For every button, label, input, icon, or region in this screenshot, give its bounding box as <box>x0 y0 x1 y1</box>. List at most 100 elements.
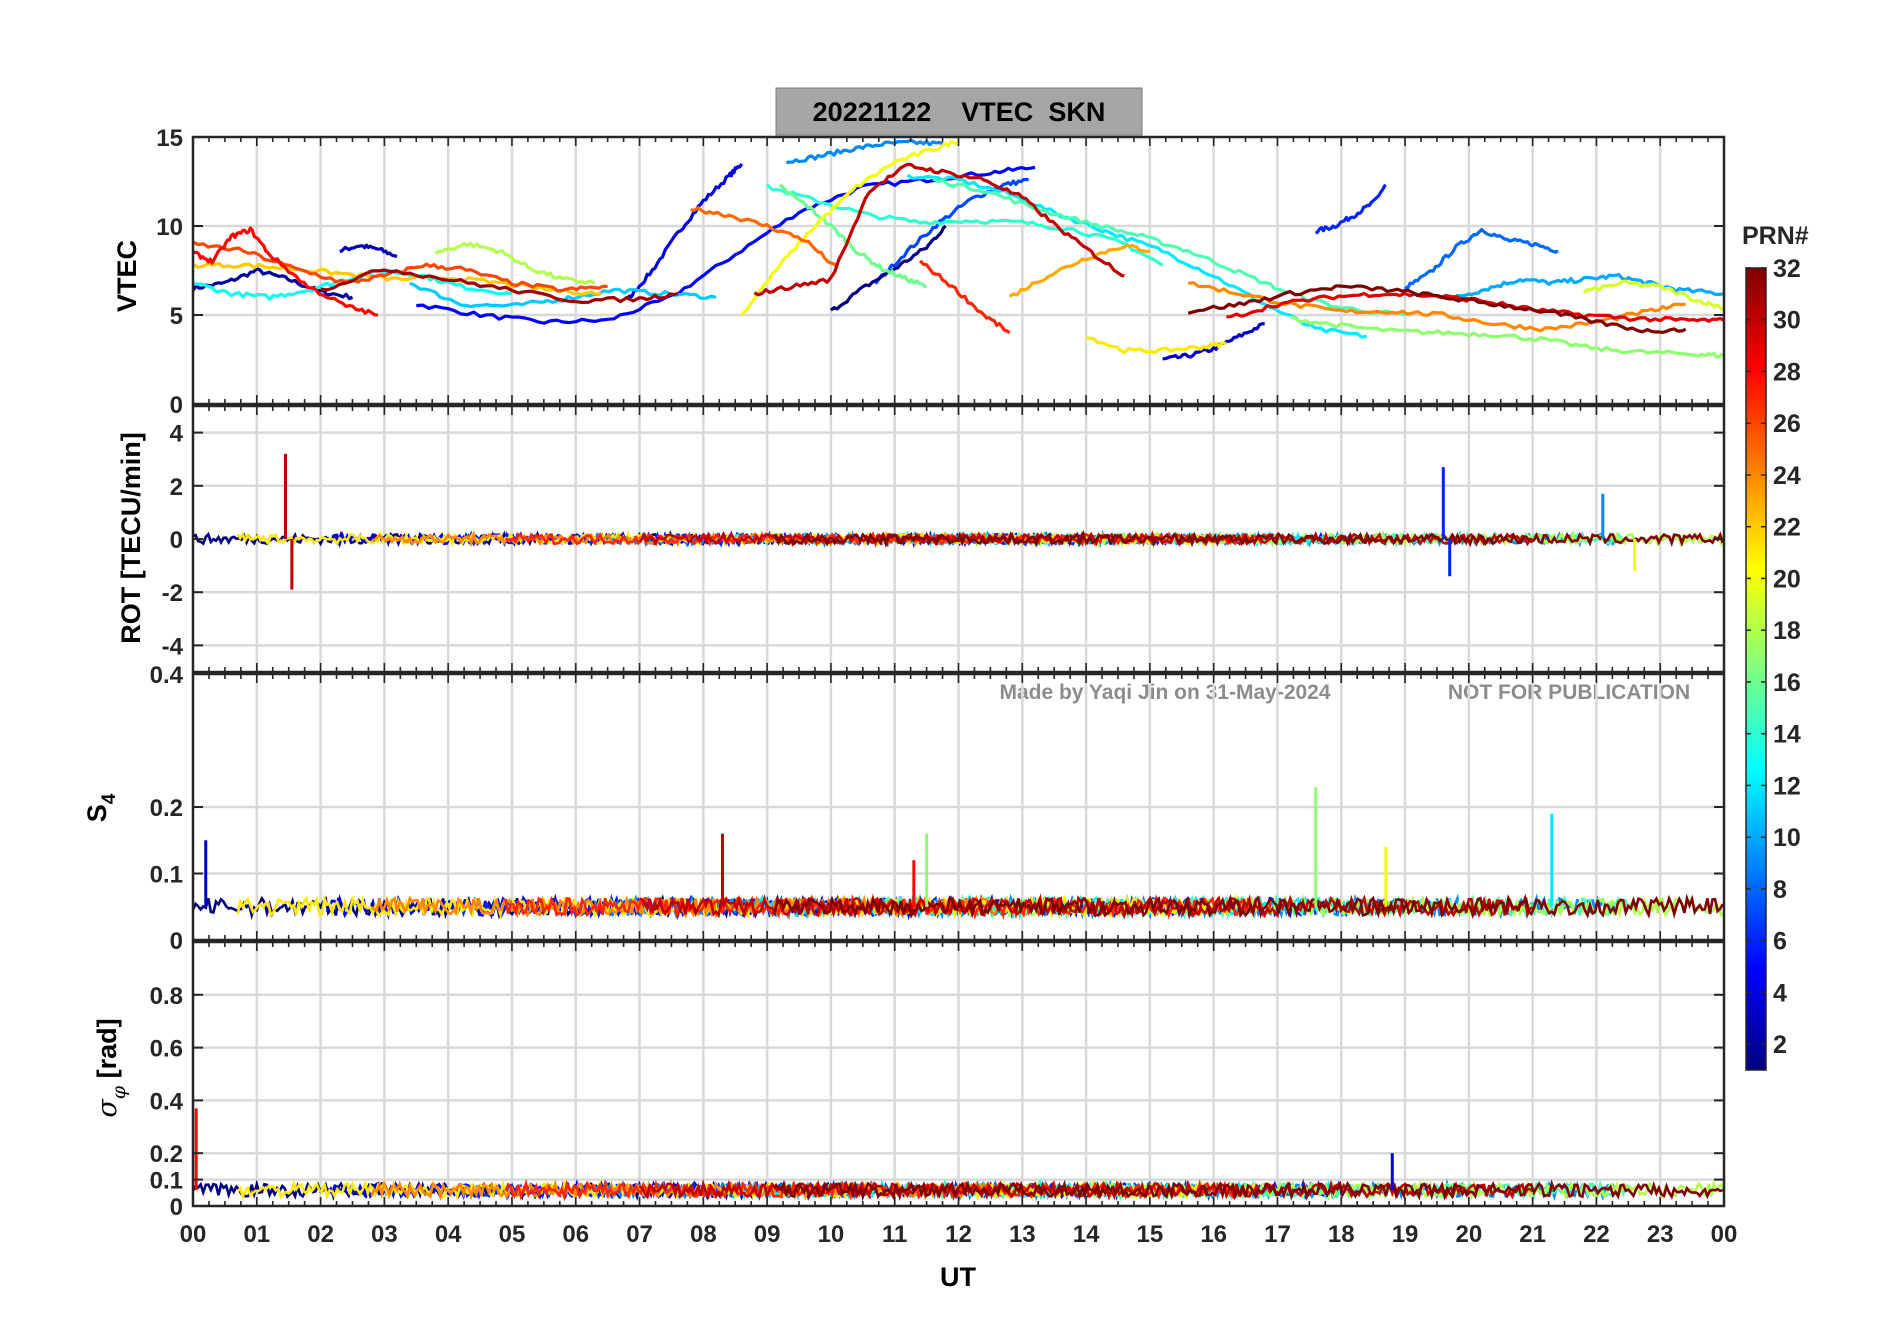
rot-ytick-label: 2 <box>170 474 183 501</box>
x-tick-label: 12 <box>945 1221 972 1248</box>
sigma_phi-ytick-label: 0.4 <box>150 1088 184 1115</box>
vtec-series-prn-22 <box>192 261 602 296</box>
vtec-series-prn-30 <box>753 162 1125 297</box>
colorbar-tick-label: 16 <box>1773 669 1801 697</box>
colorbar-tick-label: 24 <box>1773 462 1801 490</box>
colorbar-tick-label: 8 <box>1773 876 1787 904</box>
colorbar-gradient <box>1745 267 1767 1071</box>
vtec-series-prn-15 <box>932 177 1406 317</box>
vtec-series-prn-12 <box>906 173 1368 339</box>
sigma_phi-series-prn-32 <box>772 1179 1724 1201</box>
sigma_phi-ytick-label: 0.6 <box>150 1036 183 1063</box>
rot-ytick-label: 0 <box>170 527 183 554</box>
colorbar-tick-label: 32 <box>1773 255 1801 283</box>
rot-ytick-label: -2 <box>162 580 183 607</box>
s4-ytick-label: 0.2 <box>150 795 183 822</box>
x-tick-label: 10 <box>818 1221 845 1248</box>
sigma-phi-ylabel: σφ [rad] <box>92 1018 130 1117</box>
x-tick-label: 11 <box>882 1221 907 1248</box>
vtec-series-prn-21 <box>1085 336 1227 355</box>
colorbar-tick-label: 14 <box>1773 721 1801 749</box>
vtec-series-prn-6 <box>1314 183 1387 235</box>
x-tick-label: 18 <box>1328 1221 1355 1248</box>
vtec-series-prn-23 <box>1008 243 1151 298</box>
sigma_phi-ytick-label: 0.8 <box>150 983 183 1010</box>
vtec-series-prn-25 <box>690 206 839 270</box>
colorbar-tick-label: 20 <box>1773 565 1801 593</box>
s4-ytick-label: 0 <box>170 928 183 955</box>
rot-ytick-label: 4 <box>170 421 184 448</box>
colorbar-tick-label: 12 <box>1773 772 1801 800</box>
vtec-series-prn-20 <box>740 139 960 316</box>
s4-panel: Made by Yaqi Jin on 31-May-2024 NOT FOR … <box>150 662 1726 955</box>
colorbar-tick-label: 22 <box>1773 514 1801 542</box>
colorbar-tick-label: 10 <box>1773 824 1801 852</box>
vtec-ytick-label: 0 <box>170 392 183 419</box>
x-tick-label: 09 <box>754 1221 781 1248</box>
vtec-series-prn-3 <box>1162 322 1265 361</box>
x-tick-label: 23 <box>1647 1221 1674 1248</box>
x-tick-label: 00 <box>180 1221 207 1248</box>
vtec-series-prn-8 <box>1404 228 1559 291</box>
watermark-credit: Made by Yaqi Jin on 31-May-2024 <box>999 681 1330 704</box>
sigma_phi-ytick-label: 0 <box>170 1194 183 1221</box>
x-tick-label: 03 <box>371 1221 398 1248</box>
x-tick-label: 15 <box>1137 1221 1164 1248</box>
vtec-series-prn-9 <box>786 138 946 165</box>
colorbar-tick-label: 30 <box>1773 307 1801 335</box>
x-tick-label: 04 <box>435 1221 462 1248</box>
s4-ytick-label: 0.4 <box>150 662 184 689</box>
vtec-series-prn-17 <box>1289 315 1725 359</box>
vtec-series-prn-5 <box>416 165 1036 325</box>
vtec-series-prn-19 <box>1582 279 1725 311</box>
vtec-ytick-label: 5 <box>170 303 183 330</box>
s4-series-prn-32 <box>772 893 1724 920</box>
rot-panel: -4 -2 0 2 4 <box>162 404 1726 674</box>
x-tick-label: 00 <box>1711 1221 1738 1248</box>
colorbar-tick-label: 4 <box>1773 979 1787 1007</box>
sigma_phi-ytick-label: 0.1 <box>150 1168 183 1195</box>
x-tick-label: 02 <box>307 1221 334 1248</box>
colorbar-tick-label: 6 <box>1773 928 1787 956</box>
x-tick-label: 19 <box>1392 1221 1419 1248</box>
colorbar-label: PRN# <box>1742 222 1809 250</box>
vtec-panel: 0 5 10 15 <box>156 125 1726 419</box>
vtec-series-prn-4 <box>625 162 744 301</box>
x-tick-label: 16 <box>1200 1221 1227 1248</box>
x-tick-label: 20 <box>1455 1221 1482 1248</box>
x-tick-label: 17 <box>1264 1221 1291 1248</box>
vtec-series-prn-32 <box>1187 284 1687 334</box>
svg-text:σφ [rad]: σφ [rad] <box>92 1018 130 1117</box>
vtec-series-prn-16 <box>778 183 927 289</box>
x-tick-label: 06 <box>562 1221 589 1248</box>
vtec-series-prn-27 <box>919 259 1011 335</box>
rot-series-prn-32 <box>773 530 1724 548</box>
vtec-series-prn-31 <box>320 268 679 304</box>
colorbar-tick-label: 28 <box>1773 358 1801 386</box>
vtec-ylabel: VTEC <box>112 240 142 312</box>
vtec-series-prn-2 <box>191 267 354 301</box>
colorbar-tick-label: 2 <box>1773 1031 1787 1059</box>
svg-text:S4: S4 <box>82 793 120 822</box>
rot-ylabel: ROT [TECU/min] <box>116 432 146 643</box>
x-tick-label: 01 <box>243 1221 270 1248</box>
x-tick-label: 21 <box>1519 1221 1546 1248</box>
s4-ytick-label: 0.1 <box>150 862 183 889</box>
x-axis-label: UT <box>940 1262 976 1292</box>
x-tick-label: 08 <box>690 1221 717 1248</box>
rot-ytick-label: -4 <box>162 633 184 660</box>
colorbar-tick-label: 18 <box>1773 617 1801 645</box>
x-tick-label: 05 <box>499 1221 526 1248</box>
vtec-series-prn-1 <box>829 224 947 312</box>
vtec-ytick-label: 10 <box>156 214 183 241</box>
chart-title: 20221122 VTEC SKN <box>813 97 1106 127</box>
sigma-phi-panel: 00.10.2 0.4 0.6 0.8 <box>150 940 1726 1221</box>
x-tick-label: 07 <box>626 1221 653 1248</box>
x-axis-ticks: 00 01 02 03 04 05 06 07 08 09 10 11 12 13 14 15 16 17 18 19… <box>180 1221 1738 1248</box>
vtec-series-prn-3 <box>339 243 398 258</box>
colorbar-tick-label: 26 <box>1773 410 1801 438</box>
s4-ylabel: S4 <box>82 793 120 822</box>
